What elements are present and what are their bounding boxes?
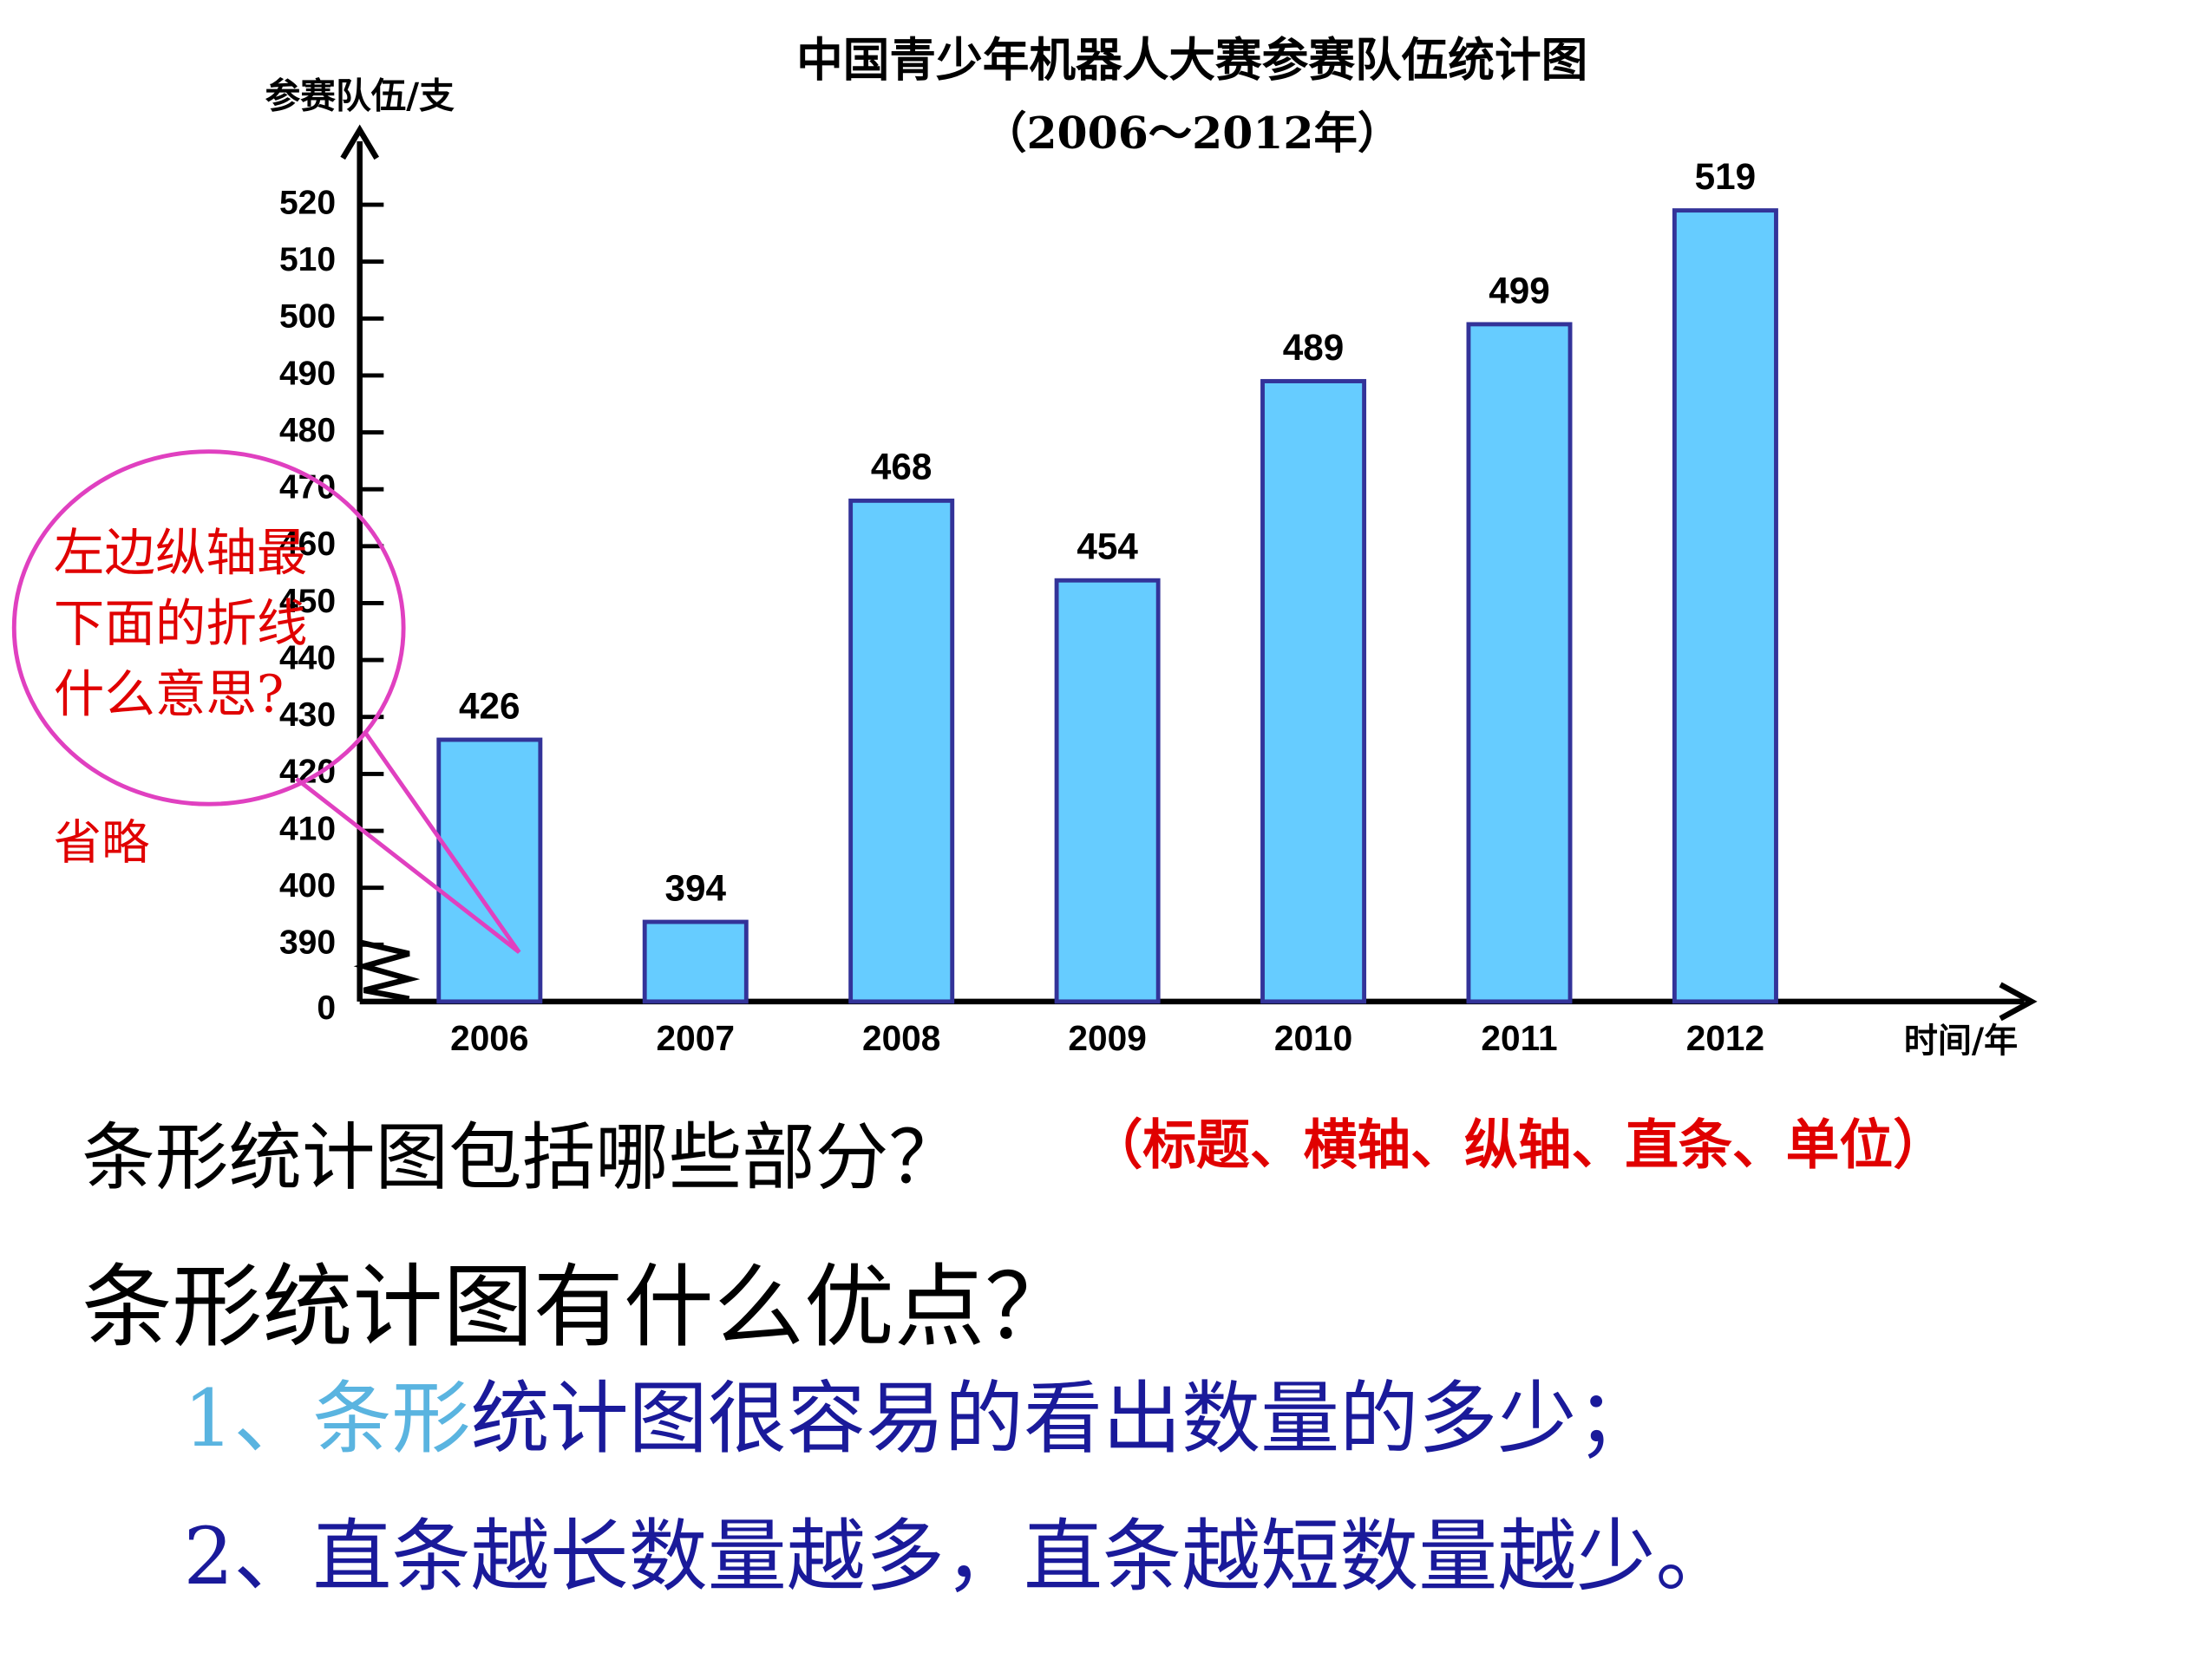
value-label: 499	[1489, 270, 1550, 310]
y-tick-label: 400	[279, 867, 336, 905]
question: 条形统计图包括哪些部分？	[82, 1115, 962, 1200]
y-tick-label: 410	[279, 810, 336, 847]
bar	[1260, 379, 1367, 1004]
chart-title: 中国青少年机器人大赛参赛队伍统计图	[796, 33, 1587, 88]
point-part: 统计图很容易的看出数量的多少；	[471, 1373, 1656, 1465]
value-label: 426	[459, 685, 520, 726]
annotation-line: 什么意思?	[54, 664, 285, 723]
marks: 0390400410420430440450460470480490500510…	[279, 156, 1778, 1058]
y-tick-label: 480	[279, 412, 336, 449]
annotation-line: 下面的折线	[54, 594, 308, 653]
x-tick-label: 2012	[1686, 1018, 1764, 1058]
x-tick-label: 2010	[1274, 1018, 1352, 1058]
point: 2、直条越长数量越多，直条越短数量越少。	[183, 1511, 1734, 1603]
x-axis-label: 时间/年	[1904, 1022, 2018, 1061]
x-tick-label: 2009	[1068, 1018, 1146, 1058]
bar	[1672, 208, 1778, 1004]
annotation-answer: 省略	[54, 816, 150, 872]
value-label: 519	[1695, 156, 1757, 197]
y-tick-label: 450	[279, 583, 336, 620]
y-tick-label: 460	[279, 526, 336, 563]
answer: （标题、横轴、纵轴、直条、单位）	[1089, 1114, 1947, 1177]
bar	[848, 498, 955, 1004]
y-axis-label: 参赛队伍/支	[265, 75, 455, 117]
point-part: 1、	[183, 1373, 312, 1465]
question: 条形统计图有什么优点？	[82, 1254, 1075, 1360]
y-tick-label: 430	[279, 696, 336, 734]
y-tick-label: 490	[279, 355, 336, 392]
axis-break	[353, 939, 421, 1002]
value-label: 454	[1077, 526, 1138, 567]
callout-tail	[295, 729, 521, 954]
point-part: 条形	[312, 1373, 470, 1465]
y-axis-arrow	[340, 124, 380, 160]
bar	[642, 919, 749, 1004]
x-axis-arrow	[1999, 982, 2038, 1022]
value-label: 489	[1283, 327, 1345, 368]
y-tick-label: 510	[279, 241, 336, 278]
bar	[436, 737, 543, 1004]
y-tick-label: 420	[279, 754, 336, 791]
bar	[1466, 322, 1573, 1004]
x-tick-label: 2007	[657, 1018, 735, 1058]
x-tick-label: 2006	[450, 1018, 528, 1058]
y-tick-label: 520	[279, 184, 336, 221]
point: 1、条形统计图很容易的看出数量的多少；	[183, 1373, 1655, 1465]
chart-subtitle: （2006～2012年）	[983, 108, 1401, 159]
bar	[1054, 578, 1161, 1004]
y-tick-label: 440	[279, 639, 336, 676]
value-label: 468	[871, 447, 933, 487]
y-tick-label: 0	[317, 990, 336, 1027]
callout-bubble	[11, 449, 406, 807]
y-tick-label: 390	[279, 924, 336, 962]
value-label: 394	[664, 867, 726, 908]
y-tick-label: 500	[279, 298, 336, 336]
x-tick-label: 2011	[1481, 1018, 1557, 1058]
x-tick-label: 2008	[862, 1018, 940, 1058]
annotation-line: 左边纵轴最	[54, 524, 308, 583]
